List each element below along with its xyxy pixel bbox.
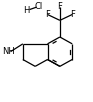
- Text: Cl: Cl: [35, 2, 43, 11]
- Text: F: F: [45, 10, 50, 19]
- Text: F: F: [70, 10, 75, 19]
- Text: H: H: [23, 6, 30, 15]
- Text: F: F: [57, 2, 62, 11]
- Text: NH: NH: [2, 47, 15, 56]
